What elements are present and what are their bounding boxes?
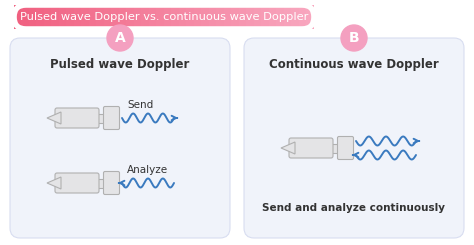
Bar [97,5,104,29]
Bar [59,5,67,29]
Bar [254,5,262,29]
Bar [292,5,300,29]
Bar [209,5,217,29]
Polygon shape [97,113,105,122]
Bar [284,5,292,29]
Bar [66,5,74,29]
Bar [52,5,60,29]
Bar [299,5,307,29]
Bar [74,5,82,29]
Bar [269,5,277,29]
Polygon shape [47,112,61,124]
Bar [239,5,247,29]
Text: B: B [349,31,359,45]
Bar [262,5,270,29]
Circle shape [341,25,367,51]
Bar [224,5,232,29]
FancyBboxPatch shape [10,38,230,238]
FancyBboxPatch shape [55,108,99,128]
Polygon shape [281,142,295,154]
Text: Send and analyze continuously: Send and analyze continuously [263,203,446,213]
FancyBboxPatch shape [55,173,99,193]
Bar [111,5,119,29]
Text: Pulsed wave Doppler: Pulsed wave Doppler [50,58,190,71]
Bar [44,5,52,29]
Bar [127,5,135,29]
Bar [119,5,127,29]
Text: Pulsed wave Doppler vs. continuous wave Doppler: Pulsed wave Doppler vs. continuous wave … [20,12,308,22]
Bar [246,5,255,29]
Bar [186,5,194,29]
Bar [142,5,149,29]
Bar [104,5,112,29]
FancyBboxPatch shape [244,38,464,238]
FancyBboxPatch shape [103,107,119,130]
FancyBboxPatch shape [103,172,119,195]
Circle shape [107,25,133,51]
Text: Send: Send [127,100,153,110]
Text: A: A [115,31,126,45]
Bar [134,5,142,29]
Text: Continuous wave Doppler: Continuous wave Doppler [269,58,439,71]
Bar [14,5,22,29]
Bar [276,5,284,29]
FancyBboxPatch shape [289,138,333,158]
Polygon shape [47,177,61,189]
Bar [21,5,29,29]
Bar [179,5,187,29]
Bar [201,5,210,29]
Bar [307,5,315,29]
Bar [149,5,157,29]
Text: Analyze: Analyze [127,165,168,175]
Polygon shape [97,179,105,187]
Bar [89,5,97,29]
Bar [172,5,180,29]
Bar [217,5,225,29]
Bar [36,5,45,29]
FancyBboxPatch shape [337,136,354,159]
Bar [231,5,239,29]
Bar [194,5,202,29]
Bar [29,5,37,29]
Polygon shape [331,144,339,152]
Bar [164,5,172,29]
Bar [82,5,90,29]
Bar [156,5,164,29]
